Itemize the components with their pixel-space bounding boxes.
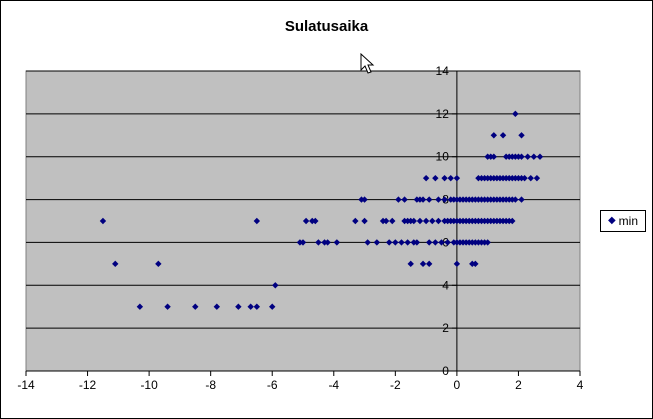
legend-marker-icon: ◆ bbox=[607, 215, 616, 226]
data-point bbox=[389, 217, 396, 225]
data-point bbox=[422, 174, 430, 182]
data-point bbox=[425, 260, 433, 268]
data-point bbox=[444, 239, 451, 246]
data-point bbox=[484, 239, 491, 246]
x-tick-label: -12 bbox=[79, 378, 97, 392]
data-point bbox=[441, 196, 448, 203]
data-point bbox=[518, 132, 525, 139]
data-point bbox=[404, 239, 411, 246]
data-point bbox=[441, 174, 448, 182]
data-point bbox=[432, 239, 439, 246]
x-tick-label: 0 bbox=[454, 378, 461, 392]
data-point bbox=[272, 282, 279, 289]
x-tick-label: -4 bbox=[328, 378, 339, 392]
data-point bbox=[361, 217, 368, 225]
data-point bbox=[112, 260, 119, 268]
data-point bbox=[136, 303, 144, 310]
data-point bbox=[419, 196, 427, 203]
data-point bbox=[419, 260, 427, 268]
data-point bbox=[352, 217, 359, 225]
data-point bbox=[425, 239, 433, 246]
data-point bbox=[315, 239, 322, 246]
data-point bbox=[518, 153, 525, 160]
y-tick-label: 0 bbox=[442, 364, 449, 378]
chart-title: Sulatusaika bbox=[284, 18, 369, 35]
data-point bbox=[435, 196, 442, 203]
data-point bbox=[425, 196, 433, 203]
mouse-pointer-icon bbox=[360, 53, 375, 74]
y-tick-label: 10 bbox=[436, 150, 450, 164]
data-point bbox=[524, 153, 531, 160]
data-point bbox=[382, 217, 390, 225]
data-point bbox=[490, 132, 498, 139]
data-point bbox=[213, 303, 221, 310]
data-point bbox=[395, 196, 402, 203]
y-tick-label: 14 bbox=[436, 64, 450, 78]
data-point bbox=[435, 217, 442, 225]
data-point bbox=[429, 217, 436, 225]
data-point bbox=[398, 239, 405, 246]
y-tick-label: 2 bbox=[442, 321, 449, 335]
data-point bbox=[253, 303, 261, 310]
data-point bbox=[410, 217, 417, 225]
data-point bbox=[512, 110, 519, 118]
data-point bbox=[302, 217, 310, 225]
data-point bbox=[401, 196, 408, 203]
legend-label: min bbox=[618, 214, 639, 228]
data-point bbox=[432, 174, 439, 182]
data-point bbox=[312, 217, 319, 225]
data-points bbox=[99, 110, 544, 310]
data-point bbox=[490, 153, 498, 160]
x-tick-label: 4 bbox=[577, 378, 584, 392]
data-point bbox=[512, 196, 519, 203]
x-tick-label: -2 bbox=[390, 378, 401, 392]
data-point bbox=[521, 174, 528, 182]
data-point bbox=[269, 303, 276, 310]
data-point bbox=[530, 153, 538, 160]
data-point bbox=[385, 239, 393, 246]
data-point bbox=[422, 217, 430, 225]
data-point bbox=[299, 239, 307, 246]
data-point bbox=[155, 260, 162, 268]
data-point bbox=[361, 196, 368, 203]
data-point bbox=[164, 303, 171, 310]
data-point bbox=[472, 260, 479, 268]
legend: ◆ min bbox=[600, 210, 646, 232]
data-point bbox=[453, 174, 461, 182]
data-point bbox=[192, 303, 199, 310]
data-point bbox=[509, 217, 516, 225]
data-point bbox=[407, 260, 414, 268]
x-tick-label: 2 bbox=[515, 378, 522, 392]
data-point bbox=[416, 217, 424, 225]
data-point bbox=[247, 303, 254, 310]
data-point bbox=[518, 196, 525, 203]
y-tick-label: 4 bbox=[442, 278, 449, 292]
data-point bbox=[453, 260, 461, 268]
data-point bbox=[499, 132, 507, 139]
data-point bbox=[392, 239, 399, 246]
x-tick-label: -14 bbox=[17, 378, 35, 392]
data-point bbox=[364, 239, 371, 246]
data-point bbox=[99, 217, 107, 225]
data-point bbox=[527, 174, 534, 182]
data-point bbox=[447, 174, 454, 182]
data-point bbox=[373, 239, 381, 246]
data-point bbox=[533, 174, 541, 182]
data-point bbox=[324, 239, 331, 246]
data-point bbox=[536, 153, 544, 160]
x-tick-label: -6 bbox=[267, 378, 278, 392]
data-point bbox=[253, 217, 261, 225]
x-tick-label: -10 bbox=[140, 378, 158, 392]
data-point bbox=[413, 239, 421, 246]
data-point bbox=[333, 239, 341, 246]
x-tick-label: -8 bbox=[205, 378, 216, 392]
data-point bbox=[235, 303, 242, 310]
y-tick-label: 12 bbox=[436, 107, 450, 121]
data-point bbox=[438, 239, 445, 246]
